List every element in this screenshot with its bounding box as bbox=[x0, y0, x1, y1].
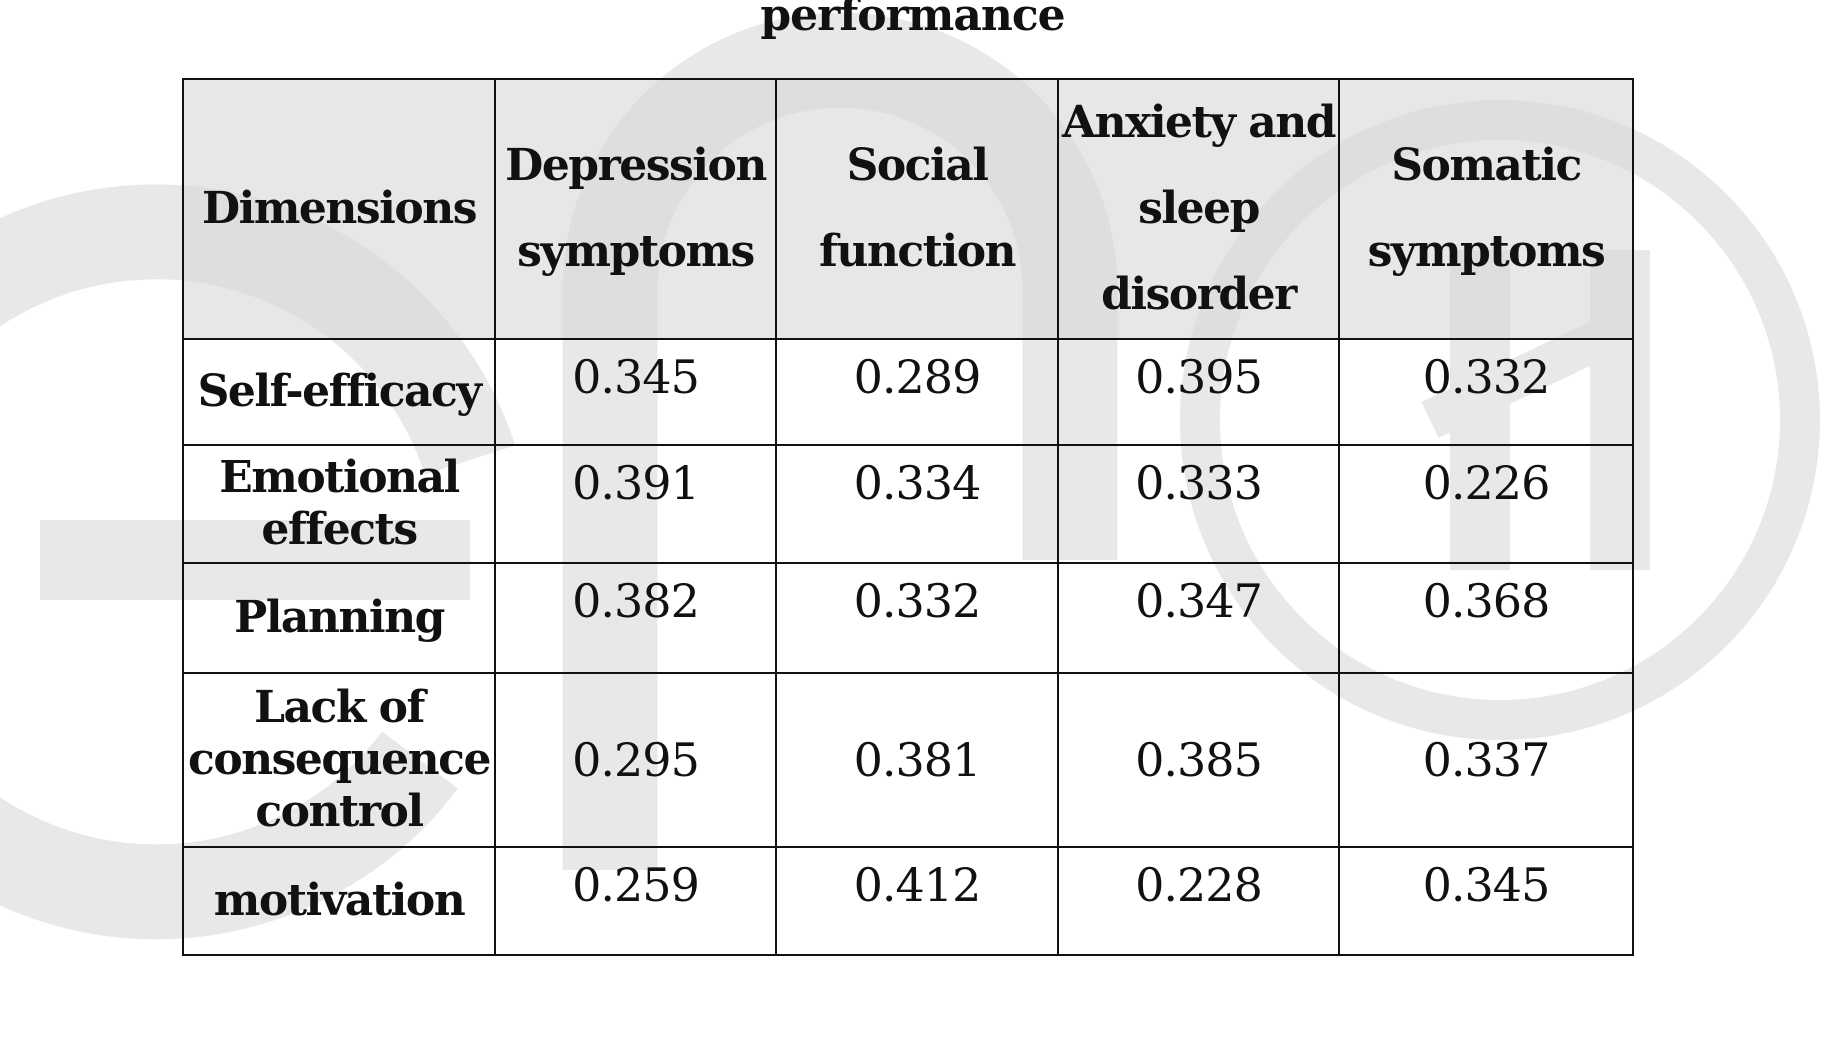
header-social-function: Social function bbox=[775, 78, 1059, 340]
header-anxiety-sleep-disorder: Anxiety and sleep disorder bbox=[1057, 78, 1340, 340]
correlation-table: Dimensions Depression symptoms Social fu… bbox=[182, 78, 1634, 956]
table-cell: 0.385 bbox=[1057, 672, 1340, 848]
table-cell: 0.332 bbox=[775, 562, 1059, 674]
row-label: Planning bbox=[182, 562, 496, 674]
table-cell: 0.295 bbox=[494, 672, 777, 848]
table-cell: 0.391 bbox=[494, 444, 777, 564]
table-cell: 0.228 bbox=[1057, 846, 1340, 956]
table-row: motivation 0.259 0.412 0.228 0.345 bbox=[182, 846, 1634, 956]
table-cell: 0.345 bbox=[1338, 846, 1634, 956]
table-cell: 0.382 bbox=[494, 562, 777, 674]
table-row: Self-efficacy 0.345 0.289 0.395 0.332 bbox=[182, 338, 1634, 446]
row-label: Lack of consequence control bbox=[182, 672, 496, 848]
table-cell: 0.337 bbox=[1338, 672, 1634, 848]
table-row: Emotional effects 0.391 0.334 0.333 0.22… bbox=[182, 444, 1634, 564]
header-depression-symptoms: Depression symptoms bbox=[494, 78, 777, 340]
table-cell: 0.333 bbox=[1057, 444, 1340, 564]
table-cell: 0.332 bbox=[1338, 338, 1634, 446]
header-row: Dimensions Depression symptoms Social fu… bbox=[182, 78, 1634, 340]
table-cell: 0.259 bbox=[494, 846, 777, 956]
table-cell: 0.347 bbox=[1057, 562, 1340, 674]
table-cell: 0.345 bbox=[494, 338, 777, 446]
table-cell: 0.289 bbox=[775, 338, 1059, 446]
table-cell: 0.334 bbox=[775, 444, 1059, 564]
table-cell: 0.412 bbox=[775, 846, 1059, 956]
row-label: Emotional effects bbox=[182, 444, 496, 564]
row-label: Self-efficacy bbox=[182, 338, 496, 446]
row-label: motivation bbox=[182, 846, 496, 956]
header-somatic-symptoms: Somatic symptoms bbox=[1338, 78, 1634, 340]
table-row: Lack of consequence control 0.295 0.381 … bbox=[182, 672, 1634, 848]
table-cell: 0.226 bbox=[1338, 444, 1634, 564]
header-dimensions: Dimensions bbox=[182, 78, 496, 340]
table-row: Planning 0.382 0.332 0.347 0.368 bbox=[182, 562, 1634, 674]
table-cell: 0.381 bbox=[775, 672, 1059, 848]
table-title: performance bbox=[760, 0, 1065, 41]
table-cell: 0.368 bbox=[1338, 562, 1634, 674]
table-cell: 0.395 bbox=[1057, 338, 1340, 446]
